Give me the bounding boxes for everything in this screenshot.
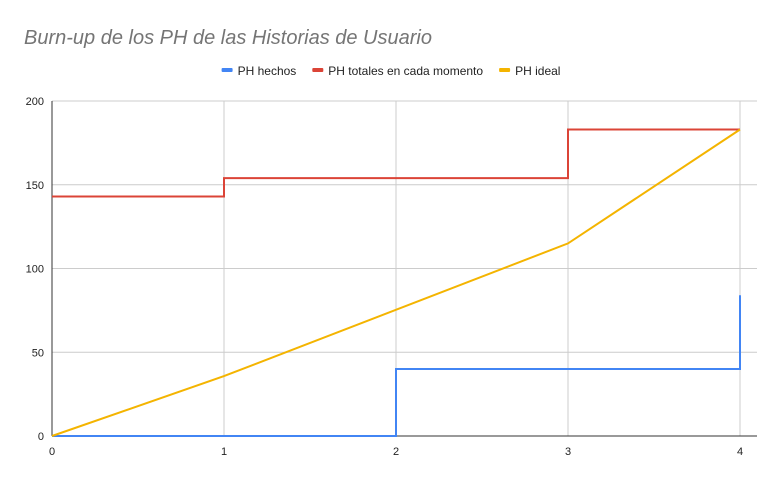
x-tick-label: 4 (737, 446, 743, 458)
y-tick-label: 50 (32, 347, 44, 359)
legend-item: PH totales en cada momento (312, 64, 483, 78)
legend-swatch (221, 68, 233, 72)
x-tick-label: 3 (565, 446, 571, 458)
series-line-2 (52, 128, 740, 198)
x-tick-label: 1 (221, 446, 227, 458)
legend-item: PH hechos (221, 64, 297, 78)
legend-item: PH ideal (499, 64, 560, 78)
y-tick-label: 200 (26, 96, 44, 108)
legend: PH hechos PH totales en cada momento PH id… (221, 64, 560, 78)
y-tick-label: 100 (26, 264, 44, 276)
series-line-3 (51, 128, 741, 437)
x-tick-label: 2 (393, 446, 399, 458)
grid (52, 100, 757, 436)
series-line-1 (52, 295, 741, 437)
x-tick-label: 0 (49, 446, 55, 458)
series-layer (51, 128, 741, 437)
y-tick-label: 150 (26, 180, 44, 192)
chart-title: Burn-up de los PH de las Historias de Us… (24, 27, 432, 49)
tick-labels: 0 50 100 150 200 0 1 2 3 4 (26, 96, 743, 458)
legend-swatch (499, 68, 511, 72)
legend-label: PH ideal (515, 64, 560, 78)
legend-label: PH totales en cada momento (328, 64, 483, 78)
y-tick-label: 0 (38, 431, 44, 443)
legend-label: PH hechos (238, 64, 297, 78)
legend-swatch (312, 68, 324, 72)
